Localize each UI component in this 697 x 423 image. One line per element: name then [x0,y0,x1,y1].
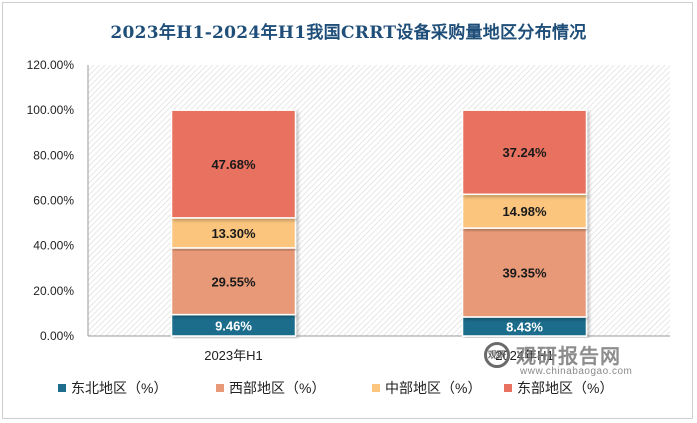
legend-swatch [216,384,224,392]
data-label: 9.46% [215,318,252,333]
bar-segment-4-1 [170,109,297,219]
data-label: 47.68% [211,157,256,172]
legend-swatch [372,384,380,392]
bar-segment-3-2 [461,193,588,229]
legend-item: 西部地区（%） [216,378,325,398]
bar-segment-4-2 [461,109,588,196]
legend-label: 中部地区（%） [385,380,482,396]
chart-title: 2023年H1-2024年H1我国CRRT设备采购量地区分布情况 [110,23,587,43]
bar-segment-2-1 [170,247,297,316]
watermark-text: 观研报告网 [516,346,621,368]
watermark-url: www.chinabaogao.com [520,366,633,377]
legend-label: 东部地区（%） [517,380,614,396]
legend-swatch [58,384,66,392]
y-tick-label: 80.00% [33,148,74,162]
legend-item: 中部地区（%） [372,378,481,398]
legend-swatch [504,384,512,392]
chart-legend: 东北地区（%） 西部地区（%） 中部地区（%） 东部地区（%） [58,378,658,400]
y-tick-label: 0.00% [40,329,74,343]
x-tick-label: 2024年H1 [495,348,554,363]
legend-label: 东北地区（%） [71,380,168,396]
data-label: 37.24% [502,145,547,160]
x-tick-label: 2023年H1 [204,348,263,363]
y-tick-label: 20.00% [33,284,74,298]
data-label: 39.35% [502,266,547,281]
watermark: 观研 观研报告网 www.chinabaogao.com [484,340,684,384]
y-tick-label: 100.00% [27,103,75,117]
legend-item: 东部地区（%） [504,378,613,398]
data-label: 14.98% [502,204,547,219]
data-label: 8.43% [506,319,543,334]
bar-segment-3-1 [170,217,297,249]
data-label: 13.30% [211,226,256,241]
y-tick-label: 40.00% [33,239,74,253]
legend-label: 西部地区（%） [229,380,326,396]
data-label: 29.55% [211,274,256,289]
bar-segment-2-2 [461,227,588,318]
watermark-logo-icon: 观研 [484,342,510,368]
legend-item: 东北地区（%） [58,378,167,398]
y-tick-label: 60.00% [33,194,74,208]
y-tick-label: 120.00% [27,58,75,72]
